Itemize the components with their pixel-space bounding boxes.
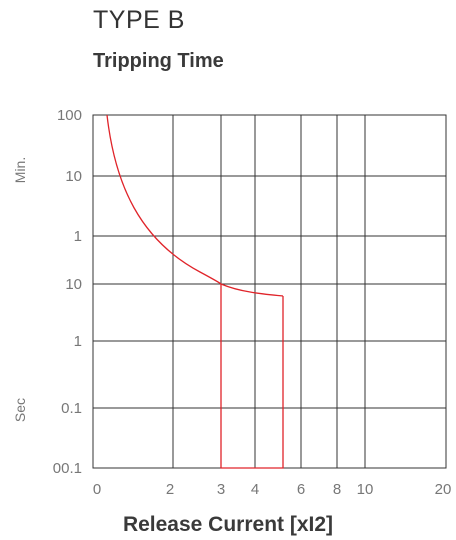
plot-frame <box>92 114 447 469</box>
x-tick-label: 8 <box>333 481 341 498</box>
x-tick-label: 6 <box>297 481 305 498</box>
tripping-curve <box>106 114 284 297</box>
y-tick-label: 10 <box>65 168 82 185</box>
x-tick-label: 20 <box>435 481 452 498</box>
y-tick-label: 00.1 <box>53 460 82 477</box>
x-tick-label: 3 <box>217 481 225 498</box>
x-axis-label: Release Current [xI2] <box>122 513 334 536</box>
x-tick-label: 0 <box>93 481 101 498</box>
y-tick-label: 100 <box>57 107 82 124</box>
y-tick-label: 0.1 <box>61 400 82 417</box>
y-unit-minutes: Min. <box>12 157 28 183</box>
x-tick-label: 2 <box>166 481 174 498</box>
chart-title: TYPE B <box>93 6 185 34</box>
chart-subtitle: Tripping Time <box>93 50 224 72</box>
y-tick-label: 10 <box>65 276 82 293</box>
y-unit-seconds: Sec <box>12 398 28 422</box>
x-tick-label: 4 <box>251 481 259 498</box>
x-tick-label: 10 <box>357 481 374 498</box>
y-tick-label: 1 <box>74 333 82 350</box>
y-tick-label: 1 <box>74 228 82 245</box>
instant-trip-band <box>220 284 284 469</box>
